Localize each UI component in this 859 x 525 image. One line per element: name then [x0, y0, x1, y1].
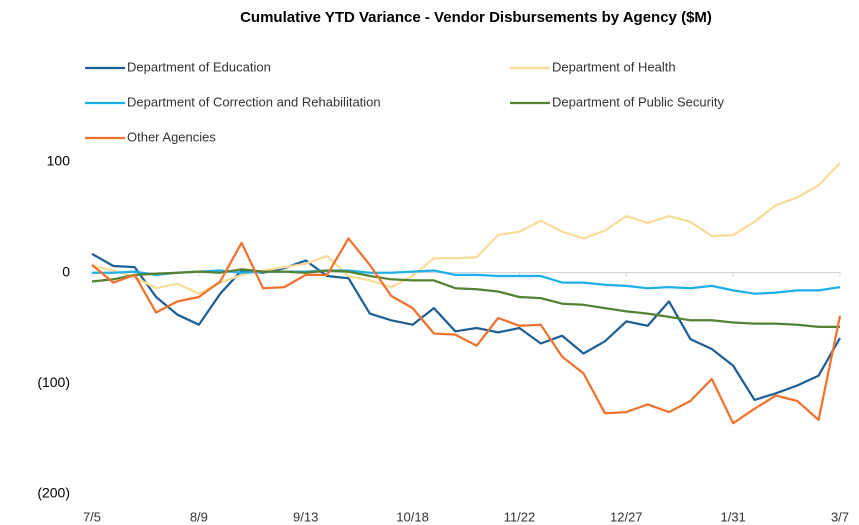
- series-line: [92, 269, 841, 295]
- legend-label: Department of Public Security: [552, 94, 724, 109]
- x-tick-label: 10/18: [396, 509, 429, 524]
- series-line: [91, 268, 840, 329]
- x-tick-label: 3/7: [831, 509, 849, 524]
- series-line: [91, 252, 841, 402]
- chart-title: Cumulative YTD Variance - Vendor Disburs…: [240, 9, 712, 26]
- y-tick-label: (100): [37, 374, 70, 390]
- series-line: [91, 237, 842, 425]
- x-tick-label: 11/22: [504, 509, 536, 524]
- x-tick-label: 7/5: [83, 509, 101, 524]
- x-tick-label: 12/27: [610, 509, 643, 524]
- legend-label: Other Agencies: [127, 129, 216, 144]
- legend-label: Department of Health: [552, 59, 676, 74]
- x-tick-label: 9/13: [293, 509, 318, 524]
- legend-label: Department of Correction and Rehabilitat…: [127, 94, 381, 109]
- x-tick-label: 8/9: [190, 509, 208, 524]
- x-tick-label: 1/31: [720, 509, 745, 524]
- legend-label: Department of Education: [127, 59, 271, 74]
- y-tick-label: 100: [47, 153, 71, 169]
- y-tick-label: 0: [62, 263, 70, 279]
- y-tick-label: (200): [37, 485, 70, 501]
